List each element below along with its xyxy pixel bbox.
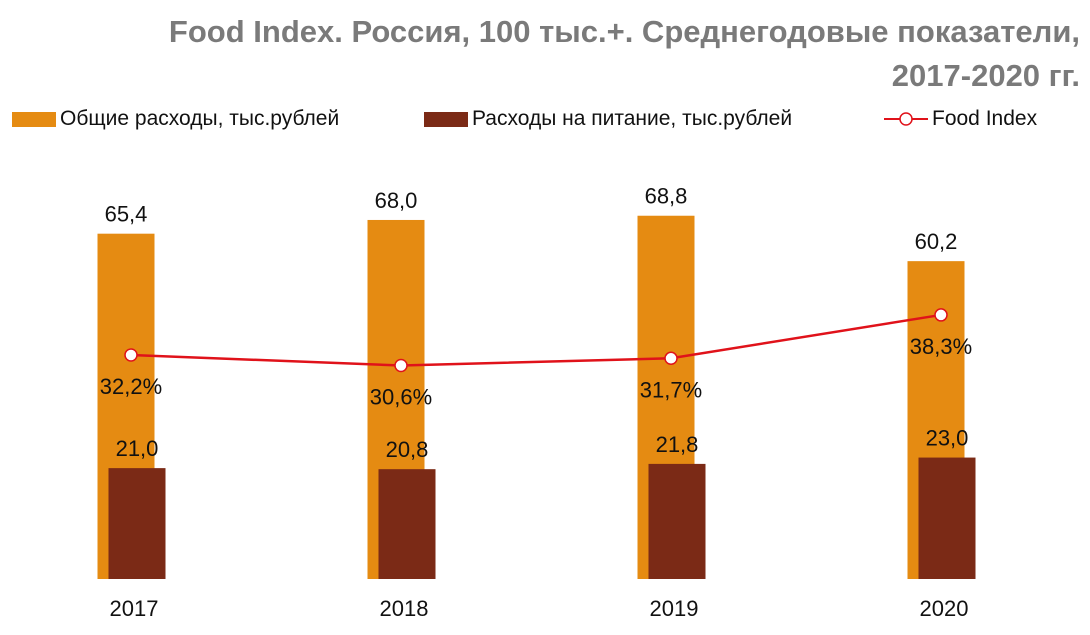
line-food-index [130, 313, 942, 367]
data-label-food-index-2020: 38,3% [910, 334, 972, 359]
chart-legend: Общие расходы, тыс.рублей Расходы на пит… [12, 104, 1082, 134]
x-tick-label-2017: 2017 [110, 596, 159, 621]
x-tick-label-2020: 2020 [920, 596, 969, 621]
data-label-total-2019: 68,8 [645, 184, 688, 209]
data-label-food-index-2019: 31,7% [640, 377, 702, 402]
x-tick-label-2018: 2018 [380, 596, 429, 621]
x-tick-label-2019: 2019 [650, 596, 699, 621]
bar-food-2018 [378, 469, 436, 579]
data-label-food-index-2018: 30,6% [370, 385, 432, 410]
data-label-total-2020: 60,2 [915, 229, 958, 254]
legend-line-marker-icon [884, 112, 928, 126]
legend-label-food: Расходы на питание, тыс.рублей [472, 107, 793, 130]
chart-title: Food Index. Россия, 100 тыс.+. Среднегод… [10, 10, 1080, 98]
point-food-index-2019 [664, 351, 678, 366]
legend-swatch-food [424, 111, 468, 127]
data-label-food-2020: 23,0 [926, 426, 969, 451]
data-label-total-2018: 68,0 [375, 188, 418, 213]
legend-label-total: Общие расходы, тыс.рублей [60, 107, 340, 130]
point-food-index-2017 [124, 348, 138, 362]
legend-item-total-expenses: Общие расходы, тыс.рублей [12, 104, 339, 134]
data-label-total-2017: 65,4 [105, 202, 148, 227]
legend-item-food-index: Food Index [884, 104, 1037, 134]
chart-title-line2: 2017-2020 гг. [891, 58, 1080, 93]
bar-food-2020 [918, 457, 976, 579]
bar-food-2019 [648, 463, 706, 579]
bar-food-2017 [108, 468, 166, 579]
point-food-index-2018 [394, 358, 408, 373]
data-label-food-index-2017: 32,2% [100, 374, 162, 399]
legend-swatch-total [12, 111, 56, 127]
data-label-food-2018: 20,8 [386, 437, 429, 462]
legend-item-food-expenses: Расходы на питание, тыс.рублей [424, 104, 792, 134]
point-food-index-2020 [934, 308, 948, 322]
data-label-food-2017: 21,0 [116, 436, 159, 461]
data-label-food-2019: 21,8 [656, 432, 699, 457]
chart-title-line1: Food Index. Россия, 100 тыс.+. Среднегод… [168, 14, 1080, 49]
legend-label-food-index: Food Index [932, 107, 1038, 130]
